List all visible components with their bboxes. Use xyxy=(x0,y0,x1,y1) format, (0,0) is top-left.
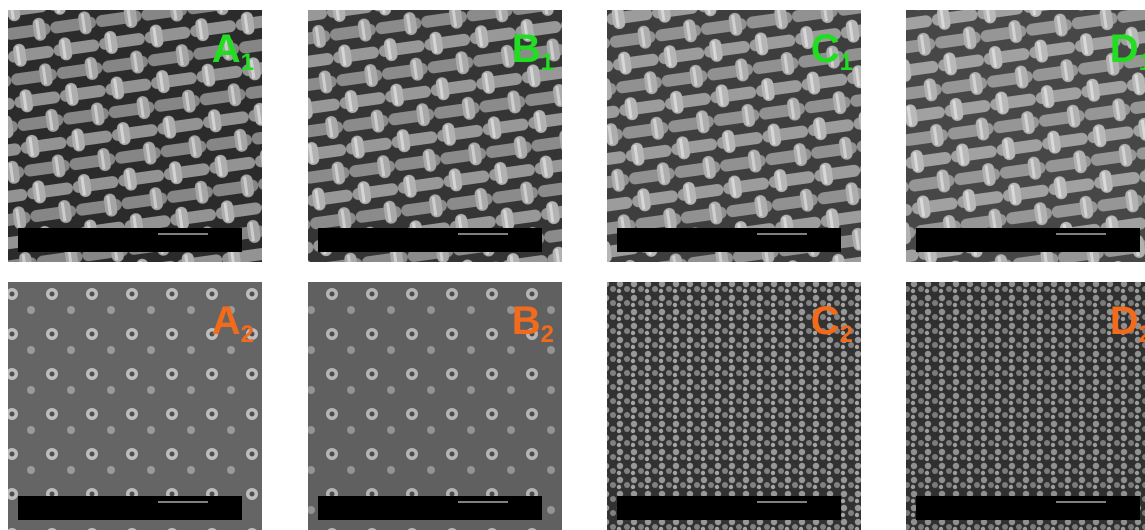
panel-subscript: 1 xyxy=(541,49,554,76)
info-bar xyxy=(617,228,841,252)
sem-panel: C1 xyxy=(607,10,861,262)
info-bar xyxy=(18,228,242,252)
panel-letter: A xyxy=(212,27,241,71)
sem-panel: B1 xyxy=(308,10,562,262)
sem-panel: D1 xyxy=(906,10,1145,262)
panel-letter: D xyxy=(1110,27,1139,71)
panel-subscript: 2 xyxy=(241,321,254,348)
panel-subscript: 2 xyxy=(541,321,554,348)
panel-subscript: 1 xyxy=(241,49,254,76)
panel-subscript: 2 xyxy=(1139,321,1145,348)
info-bar xyxy=(318,228,542,252)
info-bar xyxy=(18,496,242,520)
sem-panel: A2 xyxy=(8,282,262,530)
panel-subscript: 1 xyxy=(1139,49,1145,76)
panel-letter: A xyxy=(212,299,241,343)
panel-letter: D xyxy=(1110,299,1139,343)
panel-subscript: 2 xyxy=(840,321,853,348)
sem-panel: A1 xyxy=(8,10,262,262)
info-bar xyxy=(916,228,1140,252)
sem-panel: D2 xyxy=(906,282,1145,530)
panel-letter: B xyxy=(512,27,541,71)
panel-subscript: 1 xyxy=(840,49,853,76)
page: A1B1C1D1A2B2C2D2 (() => { const data = J… xyxy=(0,0,1145,530)
info-bar xyxy=(318,496,542,520)
panel-letter: B xyxy=(512,299,541,343)
sem-panel: C2 xyxy=(607,282,861,530)
info-bar xyxy=(617,496,841,520)
info-bar xyxy=(916,496,1140,520)
panel-letter: C xyxy=(811,299,840,343)
sem-panel: B2 xyxy=(308,282,562,530)
panel-letter: C xyxy=(811,27,840,71)
figure: A1B1C1D1A2B2C2D2 xyxy=(0,0,1145,530)
